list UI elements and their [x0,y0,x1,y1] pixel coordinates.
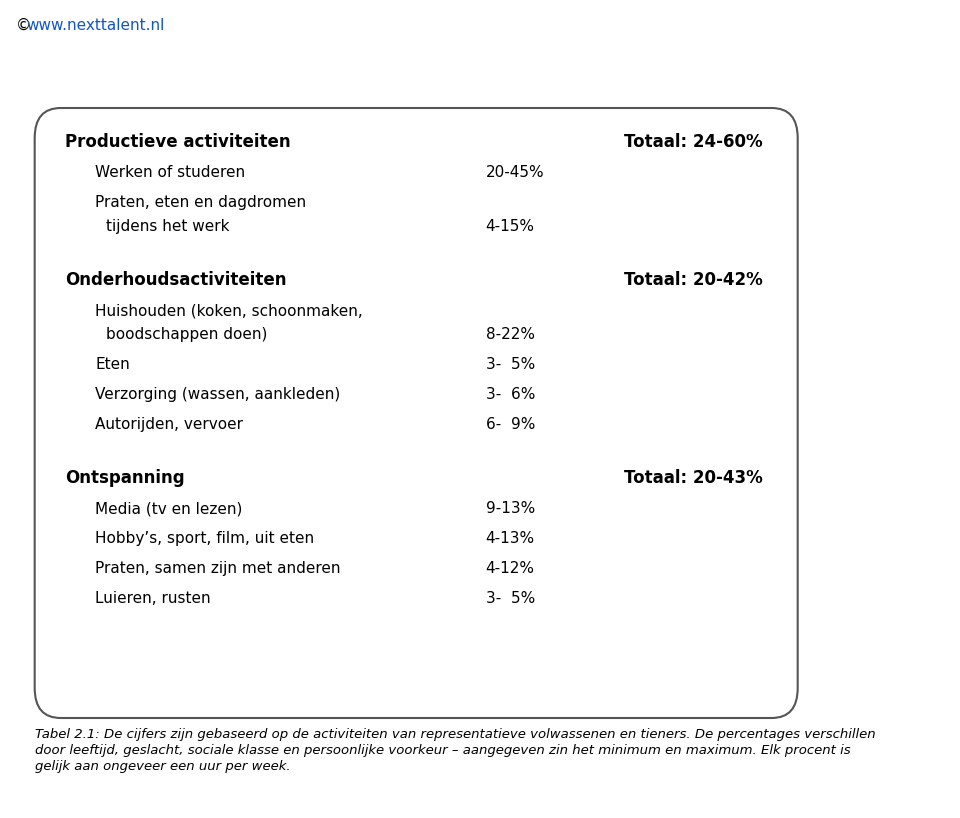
Text: ©: © [15,18,36,33]
Text: Ontspanning: Ontspanning [65,469,184,487]
Text: tijdens het werk: tijdens het werk [106,219,229,234]
Text: Totaal: 20-43%: Totaal: 20-43% [624,469,763,487]
Text: 8-22%: 8-22% [486,327,535,342]
Text: door leeftijd, geslacht, sociale klasse en persoonlijke voorkeur – aangegeven zi: door leeftijd, geslacht, sociale klasse … [35,744,851,757]
Text: Verzorging (wassen, aankleden): Verzorging (wassen, aankleden) [95,387,341,402]
Text: Werken of studeren: Werken of studeren [95,165,246,180]
FancyBboxPatch shape [35,108,798,718]
Text: gelijk aan ongeveer een uur per week.: gelijk aan ongeveer een uur per week. [35,760,290,773]
Text: 9-13%: 9-13% [486,501,535,516]
Text: 3-  5%: 3- 5% [486,357,535,372]
Text: Totaal: 20-42%: Totaal: 20-42% [624,271,763,289]
Text: Praten, samen zijn met anderen: Praten, samen zijn met anderen [95,561,341,576]
Text: Luieren, rusten: Luieren, rusten [95,591,211,606]
Text: Hobby’s, sport, film, uit eten: Hobby’s, sport, film, uit eten [95,531,315,546]
Text: 4-13%: 4-13% [486,531,535,546]
Text: Praten, eten en dagdromen: Praten, eten en dagdromen [95,195,306,210]
Text: Media (tv en lezen): Media (tv en lezen) [95,501,243,516]
Text: Tabel 2.1: De cijfers zijn gebaseerd op de activiteiten van representatieve volw: Tabel 2.1: De cijfers zijn gebaseerd op … [35,728,876,741]
Text: 20-45%: 20-45% [486,165,544,180]
Text: Huishouden (koken, schoonmaken,: Huishouden (koken, schoonmaken, [95,303,363,318]
Text: Eten: Eten [95,357,131,372]
Text: Productieve activiteiten: Productieve activiteiten [65,133,291,151]
Text: 3-  5%: 3- 5% [486,591,535,606]
Text: 6-  9%: 6- 9% [486,417,535,432]
Text: Onderhoudsactiviteiten: Onderhoudsactiviteiten [65,271,286,289]
Text: 4-12%: 4-12% [486,561,535,576]
Text: 4-15%: 4-15% [486,219,535,234]
Text: boodschappen doen): boodschappen doen) [106,327,267,342]
Text: Totaal: 24-60%: Totaal: 24-60% [624,133,763,151]
Text: 3-  6%: 3- 6% [486,387,535,402]
Text: www.nexttalent.nl: www.nexttalent.nl [26,18,164,33]
Text: Autorijden, vervoer: Autorijden, vervoer [95,417,244,432]
